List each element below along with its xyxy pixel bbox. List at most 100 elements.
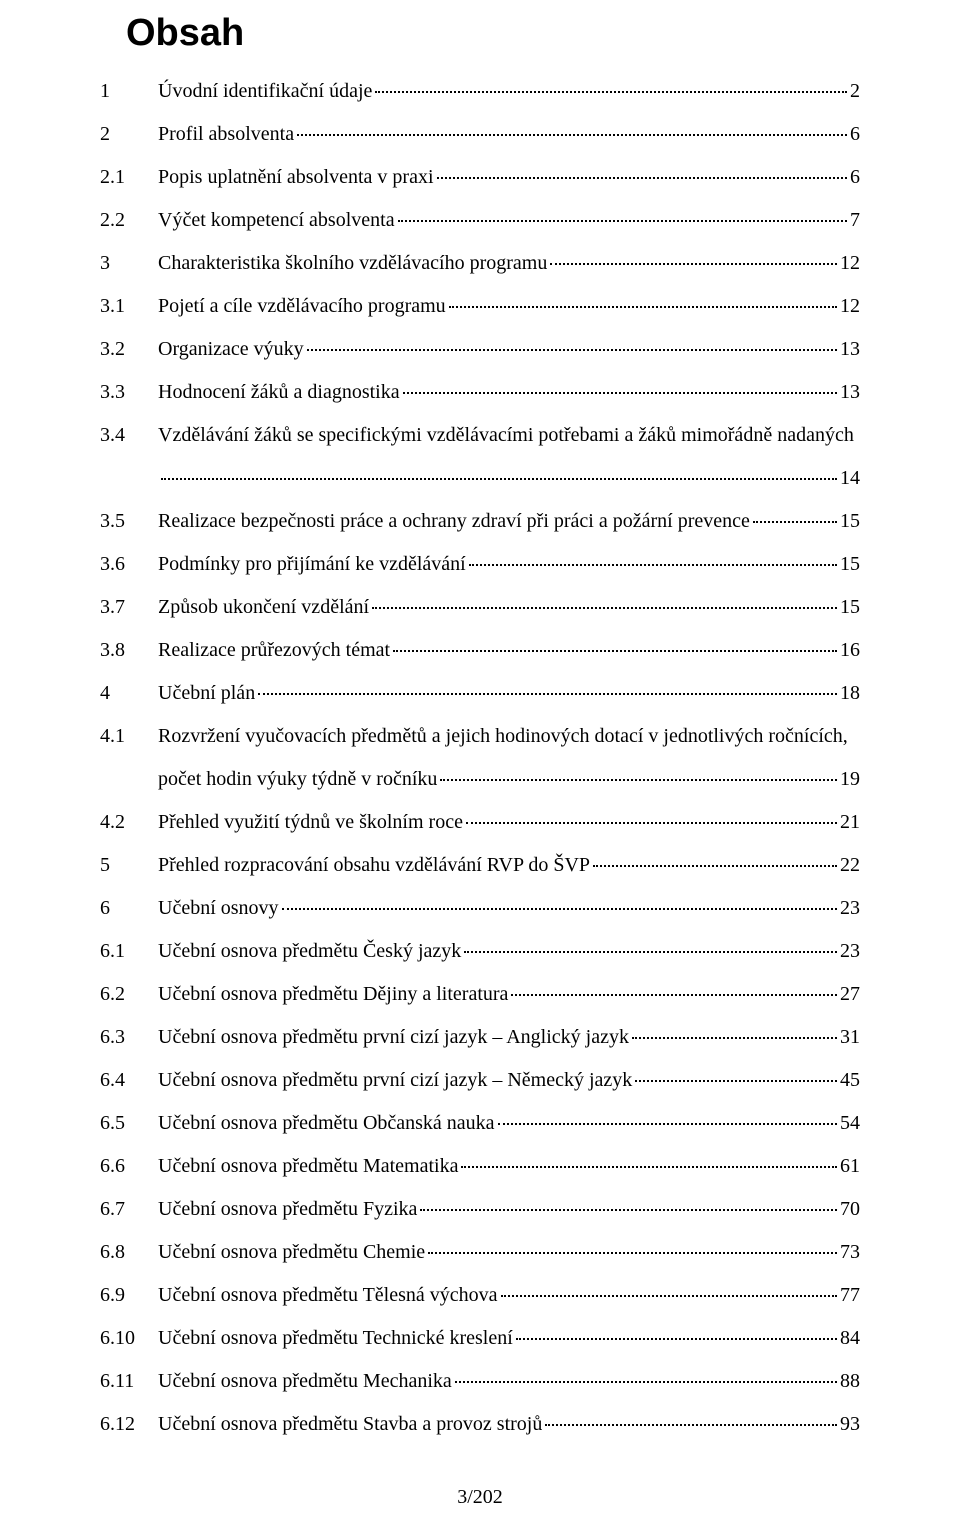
toc-row: 4.2Přehled využití týdnů ve školním roce… (100, 812, 860, 832)
toc-number: 6.10 (100, 1328, 158, 1348)
toc-page: 13 (840, 382, 860, 402)
toc-text-col: Učební osnovy 23 (158, 898, 860, 918)
toc-text-col: Hodnocení žáků a diagnostika 13 (158, 382, 860, 402)
toc-title: Učební osnova předmětu Český jazyk (158, 941, 461, 961)
toc-row: 6.4Učební osnova předmětu první cizí jaz… (100, 1070, 860, 1090)
toc-row: 3.1Pojetí a cíle vzdělávacího programu 1… (100, 296, 860, 316)
toc-number: 3.4 (100, 425, 158, 445)
toc-row: 6Učební osnovy 23 (100, 898, 860, 918)
toc-title: Způsob ukončení vzdělání (158, 597, 369, 617)
toc-number: 6.9 (100, 1285, 158, 1305)
toc-number: 3.5 (100, 511, 158, 531)
toc-title: Profil absolventa (158, 124, 294, 144)
toc-text-col: Popis uplatnění absolventa v praxi 6 (158, 167, 860, 187)
toc-title: Realizace průřezových témat (158, 640, 390, 660)
toc-text-col: Charakteristika školního vzdělávacího pr… (158, 253, 860, 273)
toc-number: 6.5 (100, 1113, 158, 1133)
toc-row: 3.6Podmínky pro přijímání ke vzdělávání … (100, 554, 860, 574)
toc-number: 6.1 (100, 941, 158, 961)
toc-row: 6.7Učební osnova předmětu Fyzika 70 (100, 1199, 860, 1219)
toc-page: 19 (840, 769, 860, 789)
toc-text-col: Učební osnova předmětu Občanská nauka 54 (158, 1113, 860, 1133)
toc-page: 88 (840, 1371, 860, 1391)
toc-text-col: Úvodní identifikační údaje 2 (158, 81, 860, 101)
toc-title: Úvodní identifikační údaje (158, 81, 372, 101)
toc-leader (398, 220, 847, 222)
toc-leader (372, 607, 837, 609)
toc-text-col: Učební osnova předmětu Technické kreslen… (158, 1328, 860, 1348)
toc-page: 15 (840, 511, 860, 531)
toc-number: 4.2 (100, 812, 158, 832)
toc-text-col: Učební osnova předmětu Tělesná výchova 7… (158, 1285, 860, 1305)
toc-row: 6.8Učební osnova předmětu Chemie 73 (100, 1242, 860, 1262)
toc-page: 31 (840, 1027, 860, 1047)
toc-title: Učební osnova předmětu první cizí jazyk … (158, 1027, 629, 1047)
toc-text-col: Podmínky pro přijímání ke vzdělávání 15 (158, 554, 860, 574)
toc-title: Učební osnova předmětu Občanská nauka (158, 1113, 495, 1133)
toc-title: Realizace bezpečnosti práce a ochrany zd… (158, 511, 750, 531)
toc-number: 6.8 (100, 1242, 158, 1262)
toc-leader (449, 306, 837, 308)
toc-text-col: Přehled využití týdnů ve školním roce 21 (158, 812, 860, 832)
toc-title: Učební osnova předmětu Matematika (158, 1156, 458, 1176)
toc-text-col: Pojetí a cíle vzdělávacího programu 12 (158, 296, 860, 316)
toc-number: 3.1 (100, 296, 158, 316)
toc-title: Podmínky pro přijímání ke vzdělávání (158, 554, 466, 574)
toc-number: 5 (100, 855, 158, 875)
toc-number: 2.1 (100, 167, 158, 187)
toc-page: 12 (840, 253, 860, 273)
page: Obsah 1Úvodní identifikační údaje 22Prof… (0, 0, 960, 1535)
toc-text-col: Realizace průřezových témat 16 (158, 640, 860, 660)
toc-leader (511, 994, 837, 996)
toc-leader (464, 951, 837, 953)
toc-row: 1Úvodní identifikační údaje 2 (100, 81, 860, 101)
toc-page: 16 (840, 640, 860, 660)
toc-number: 1 (100, 81, 158, 101)
toc-page: 93 (840, 1414, 860, 1434)
toc-text-col: Učební osnova předmětu Stavba a provoz s… (158, 1414, 860, 1434)
toc-leader (635, 1080, 837, 1082)
toc-text-col: Učební osnova předmětu první cizí jazyk … (158, 1070, 860, 1090)
toc-title: Organizace výuky (158, 339, 304, 359)
toc-leader (545, 1424, 837, 1426)
toc-leader (461, 1166, 837, 1168)
toc-page: 6 (850, 167, 860, 187)
toc-number: 3.3 (100, 382, 158, 402)
toc-text-col: Učební plán 18 (158, 683, 860, 703)
toc-text-col: Učební osnova předmětu Fyzika 70 (158, 1199, 860, 1219)
toc-page: 21 (840, 812, 860, 832)
toc-number: 6.11 (100, 1371, 158, 1391)
toc-title: Učební plán (158, 683, 255, 703)
toc-row: 6.3Učební osnova předmětu první cizí jaz… (100, 1027, 860, 1047)
toc-row: 6.11Učební osnova předmětu Mechanika 88 (100, 1371, 860, 1391)
toc-page: 6 (850, 124, 860, 144)
toc-row: 2.1Popis uplatnění absolventa v praxi 6 (100, 167, 860, 187)
toc-title: Hodnocení žáků a diagnostika (158, 382, 400, 402)
toc-title-line2: počet hodin výuky týdně v ročníku (158, 769, 437, 789)
toc-row: 3Charakteristika školního vzdělávacího p… (100, 253, 860, 273)
toc-title: Učební osnova předmětu Fyzika (158, 1199, 417, 1219)
toc-text-col: Učební osnova předmětu Český jazyk 23 (158, 941, 860, 961)
toc-number: 6.4 (100, 1070, 158, 1090)
toc-number: 4 (100, 683, 158, 703)
page-title: Obsah (126, 12, 860, 55)
toc-page: 23 (840, 941, 860, 961)
toc-title-wrap: Rozvržení vyučovacích předmětů a jejich … (158, 726, 860, 789)
toc-row: 3.4Vzdělávání žáků se specifickými vzděl… (100, 425, 860, 488)
toc-text-col: Způsob ukončení vzdělání 15 (158, 597, 860, 617)
toc-row: 6.6Učební osnova předmětu Matematika 61 (100, 1156, 860, 1176)
toc-page: 14 (840, 468, 860, 488)
toc-leader (393, 650, 837, 652)
toc-text-col: Organizace výuky 13 (158, 339, 860, 359)
toc-title: Učební osnovy (158, 898, 279, 918)
toc-row: 6.2Učební osnova předmětu Dějiny a liter… (100, 984, 860, 1004)
toc-row: 6.10Učební osnova předmětu Technické kre… (100, 1328, 860, 1348)
toc-leader (437, 177, 847, 179)
toc-leader (550, 263, 837, 265)
toc-text-col: Profil absolventa 6 (158, 124, 860, 144)
toc-number: 4.1 (100, 726, 158, 746)
toc-text-col: Učební osnova předmětu Chemie 73 (158, 1242, 860, 1262)
toc-leader (516, 1338, 837, 1340)
toc-row: 3.3Hodnocení žáků a diagnostika 13 (100, 382, 860, 402)
toc-title: Učební osnova předmětu Technické kreslen… (158, 1328, 513, 1348)
